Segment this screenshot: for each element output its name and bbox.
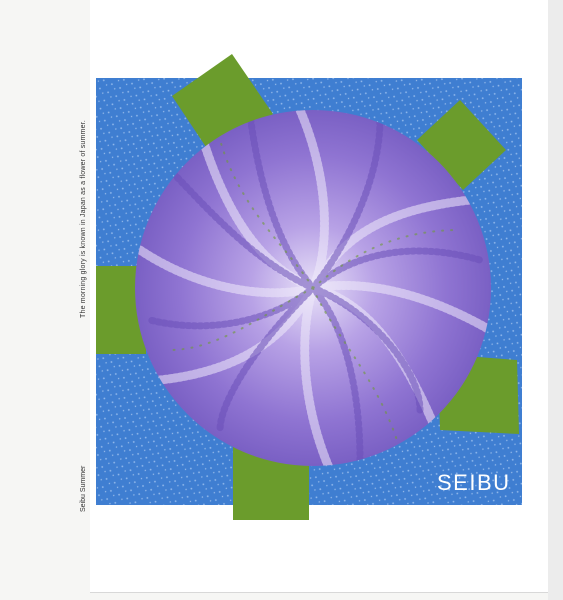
page-edge [548,0,563,600]
seibu-logo: SEIBU [437,470,511,495]
flower-bloom [135,110,491,466]
series-title: Seibu Summer [80,465,87,512]
vertical-caption: The morning glory is known in Japan as a… [80,120,87,318]
